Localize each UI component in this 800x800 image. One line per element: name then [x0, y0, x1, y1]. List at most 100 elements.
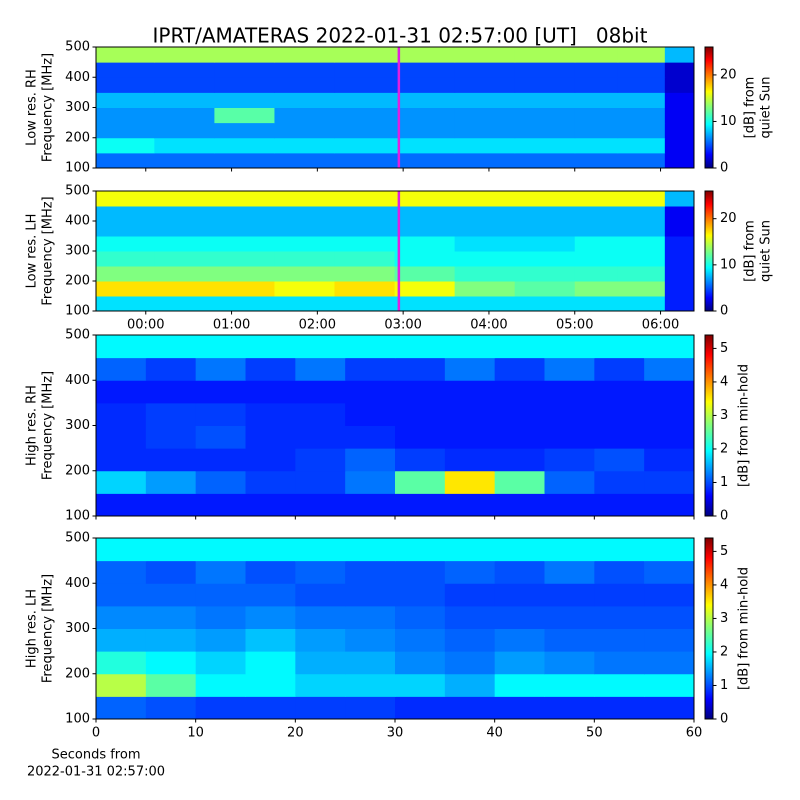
heatmap-cell: [394, 236, 456, 252]
heatmap-cell: [594, 583, 645, 607]
colorbar-tick-label: 1: [720, 678, 728, 693]
heatmap-cell: [395, 583, 446, 607]
heatmap-cell: [544, 493, 595, 517]
heatmap-cell: [295, 425, 346, 449]
y-tick-label: 200: [65, 463, 90, 478]
heatmap-cell: [96, 206, 155, 222]
heatmap-cell: [574, 62, 619, 78]
heatmap-cell: [594, 402, 645, 426]
heatmap-cell: [154, 236, 215, 252]
heatmap-cell: [154, 221, 215, 237]
heatmap-cell: [334, 281, 396, 297]
heatmap-cell: [214, 281, 275, 297]
heatmap-cell: [664, 236, 695, 252]
heatmap-cell: [274, 191, 336, 207]
colorbar: [705, 538, 713, 719]
heatmap-cell: [454, 137, 516, 154]
heatmap-cell: [295, 560, 346, 584]
colorbar-label: quiet Sun: [759, 76, 774, 138]
heatmap-cell: [544, 448, 595, 472]
heatmap-cell: [394, 152, 456, 169]
heatmap-cell: [444, 651, 496, 675]
heatmap-cell: [214, 122, 275, 139]
heatmap-cell: [514, 251, 576, 267]
heatmap-cell: [245, 583, 296, 607]
heatmap-cell: [295, 538, 346, 562]
heatmap-cell: [345, 696, 396, 720]
heatmap-cell: [154, 122, 215, 139]
heatmap-cell: [345, 538, 396, 562]
heatmap-cell: [195, 560, 246, 584]
heatmap-cell: [154, 62, 215, 78]
heatmap-cell: [444, 605, 496, 629]
heatmap-cell: [644, 538, 695, 562]
colorbar-label: [dB] from: [743, 77, 758, 139]
colorbar-tick-label: 5: [720, 544, 728, 559]
heatmap-cell: [295, 696, 346, 720]
heatmap-cell: [274, 236, 336, 252]
heatmap-cell: [295, 357, 346, 381]
y-tick-label: 500: [65, 184, 90, 199]
x-tick-label: 20: [287, 726, 304, 741]
heatmap-cell: [544, 357, 595, 381]
heatmap-cell: [644, 493, 695, 517]
y-axis-label: Frequency [MHz]: [41, 574, 56, 683]
heatmap-cell: [444, 425, 496, 449]
colorbar: [705, 47, 713, 168]
heatmap-cell: [544, 628, 595, 652]
heatmap-cell: [514, 281, 576, 297]
heatmap-cell: [145, 470, 197, 494]
colorbar-label: quiet Sun: [759, 220, 774, 282]
heatmap-cell: [214, 266, 275, 282]
heatmap-cell: [644, 425, 695, 449]
heatmap-cell: [145, 493, 197, 517]
colorbar-tick-label: 3: [720, 611, 728, 626]
heatmap-cell: [245, 380, 296, 404]
heatmap-cell: [295, 493, 346, 517]
heatmap-cell: [444, 470, 496, 494]
heatmap-cell: [145, 651, 197, 675]
heatmap-cell: [394, 221, 456, 237]
heatmap-cell: [664, 206, 695, 222]
heatmap-cell: [195, 605, 246, 629]
heatmap-cell: [514, 152, 576, 169]
heatmap-cell: [154, 47, 215, 63]
heatmap-cell: [574, 107, 619, 124]
heatmap-cell: [594, 448, 645, 472]
heatmap-cell: [214, 296, 275, 312]
heatmap-cell: [154, 266, 215, 282]
heatmap-cell: [594, 628, 645, 652]
heatmap-cell: [195, 696, 246, 720]
heatmap-cell: [96, 402, 147, 426]
x-axis-label: Seconds from: [51, 748, 140, 763]
heatmap-cell: [145, 425, 197, 449]
heatmap-cell: [544, 538, 595, 562]
y-tick-label: 200: [65, 274, 90, 289]
heatmap-cell: [96, 470, 147, 494]
heatmap-cell: [345, 402, 396, 426]
heatmap-cell: [664, 221, 695, 237]
heatmap-cell: [617, 77, 666, 93]
heatmap-cell: [395, 696, 446, 720]
heatmap-cell: [214, 221, 275, 237]
heatmap-cell: [145, 605, 197, 629]
heatmap-cell: [617, 221, 666, 237]
heatmap-cell: [154, 296, 215, 312]
colorbar-tick-label: 2: [720, 441, 728, 456]
heatmap-cell: [494, 628, 545, 652]
heatmap-cell: [574, 251, 619, 267]
heatmap-cell: [395, 560, 446, 584]
heatmap-cell: [345, 380, 396, 404]
heatmap-cell: [145, 560, 197, 584]
heatmap-cell: [96, 493, 147, 517]
x-axis-label: 2022-01-31 02:57:00: [27, 765, 165, 780]
x-tick-label: 02:00: [299, 318, 336, 333]
heatmap-cell: [145, 538, 197, 562]
heatmap-cell: [214, 137, 275, 154]
heatmap-cell: [96, 266, 155, 282]
heatmap-cell: [394, 251, 456, 267]
colorbar: [705, 191, 713, 311]
heatmap-cell: [644, 402, 695, 426]
heatmap-cell: [444, 538, 496, 562]
